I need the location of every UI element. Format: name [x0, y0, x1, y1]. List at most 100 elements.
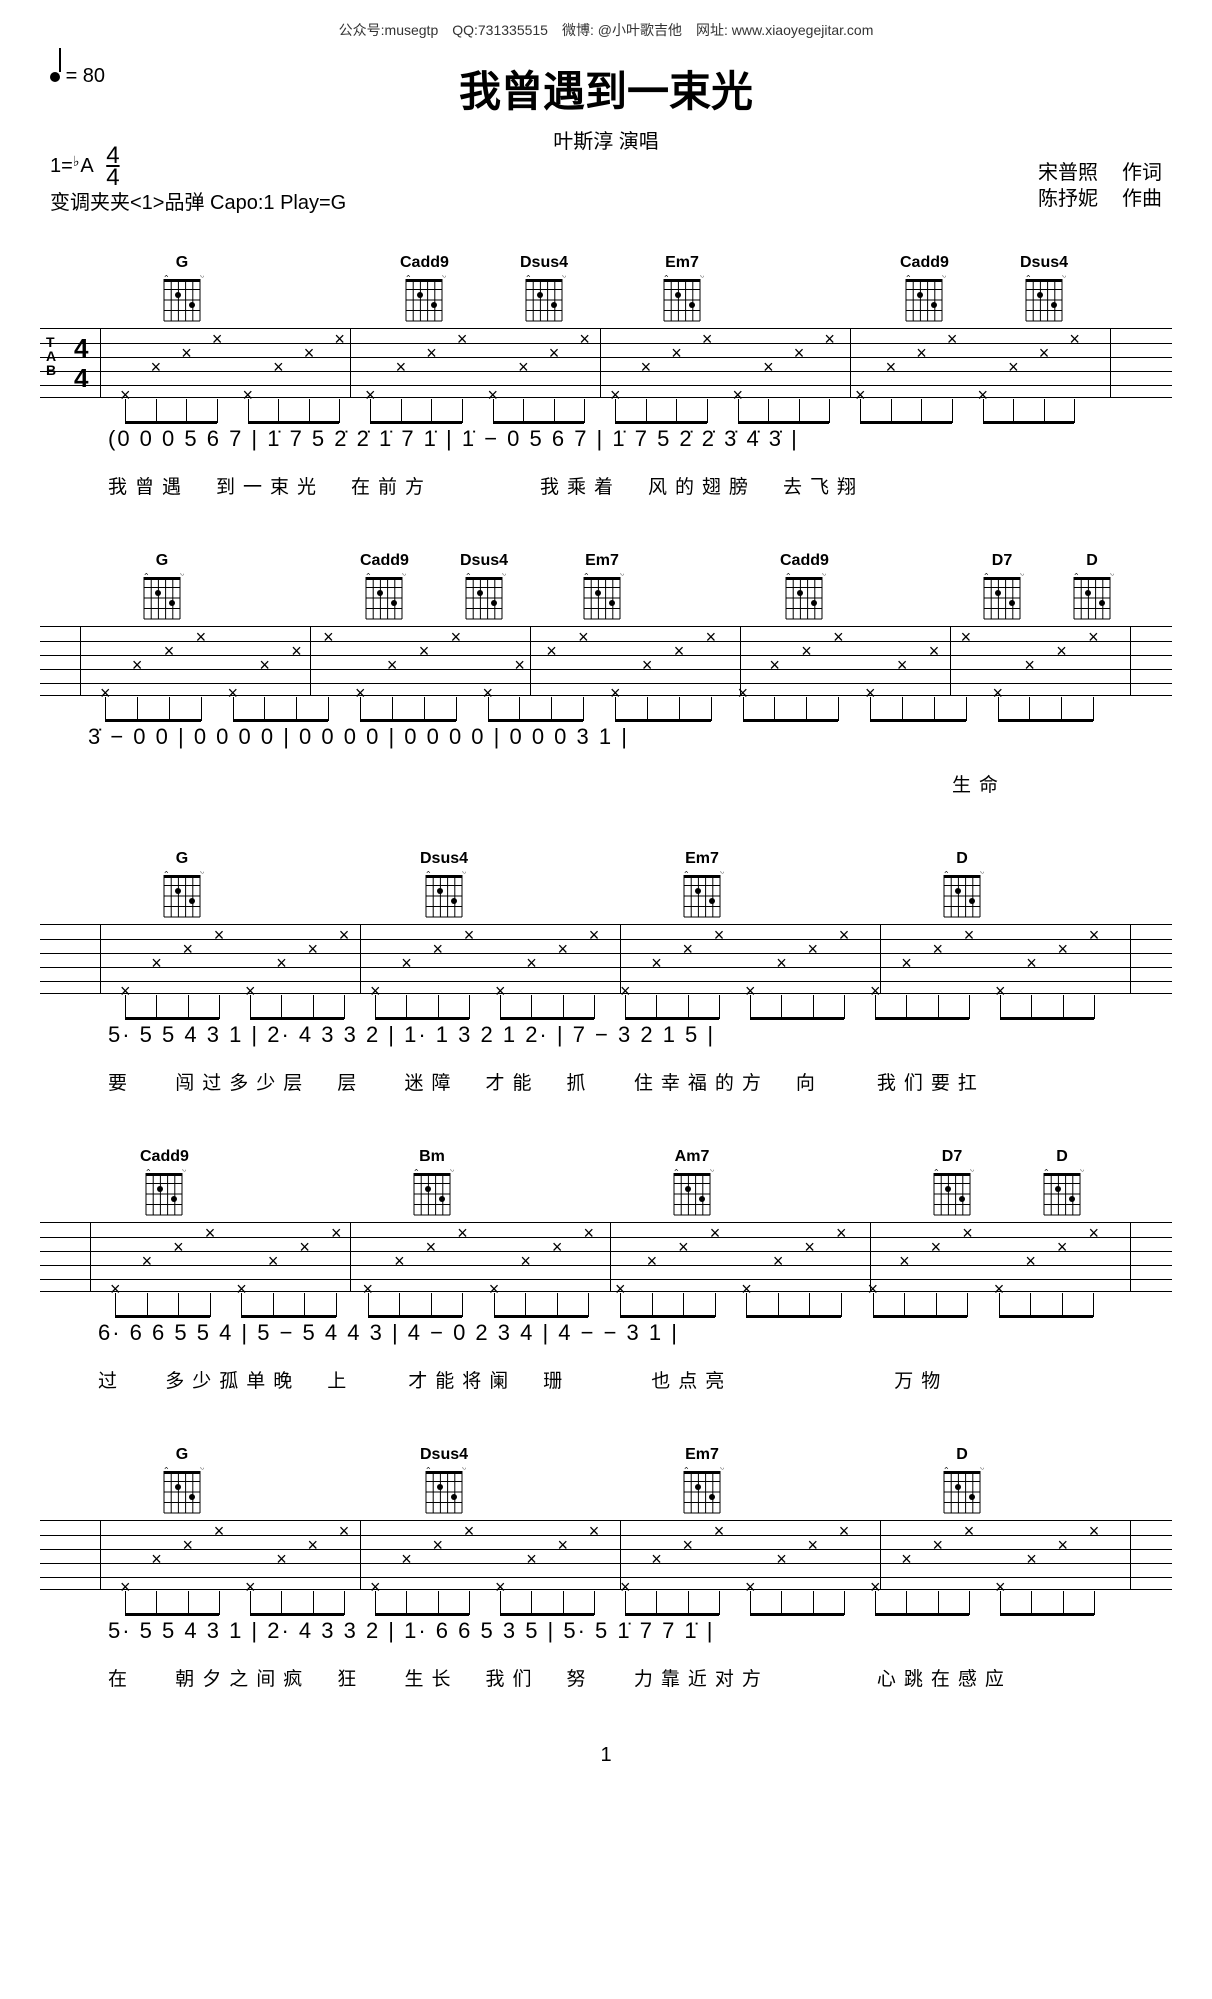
- stem: [743, 697, 744, 721]
- stem: [625, 995, 626, 1019]
- stem: [860, 399, 861, 423]
- svg-text:×: ×: [164, 871, 169, 876]
- tab-staff: [40, 1222, 1172, 1292]
- beam: [873, 1315, 968, 1318]
- chord-diagram: Em7 ×○: [660, 254, 704, 323]
- stem: [588, 1293, 589, 1317]
- chord-grid: ×○: [1070, 573, 1114, 621]
- tab-x-mark: [1008, 357, 1019, 378]
- tab-x-mark: [164, 641, 175, 662]
- stem: [921, 399, 922, 423]
- stem: [938, 1591, 939, 1615]
- stem: [188, 995, 189, 1019]
- stem: [186, 399, 187, 423]
- chord-diagram: D ×○: [1040, 1148, 1084, 1217]
- tab-x-mark: [899, 1251, 910, 1272]
- beam: [746, 1315, 841, 1318]
- svg-text:○: ○: [720, 1467, 724, 1472]
- chord-name: G: [160, 1446, 204, 1464]
- stem: [406, 995, 407, 1019]
- tab-x-mark: [212, 329, 223, 350]
- tab-x-mark: [426, 343, 437, 364]
- chord-name: Cadd9: [140, 1148, 189, 1166]
- tab-x-mark: [651, 953, 662, 974]
- tab-x-mark: [457, 329, 468, 350]
- stem: [1029, 697, 1030, 721]
- tab-x-mark: [339, 1521, 350, 1542]
- stem: [462, 1293, 463, 1317]
- chord-row: G ×○ Cadd9 ×○ Dsus4 ×○ Em7 ×○ Cadd9 ×○ D…: [40, 254, 1172, 324]
- stem: [656, 1591, 657, 1615]
- sheet-music: G ×○ Cadd9 ×○ Dsus4 ×○ Em7 ×○ Cadd9 ×○ D…: [40, 254, 1172, 1694]
- tab-x-mark: [776, 1549, 787, 1570]
- tab-x-mark: [706, 627, 717, 648]
- tab-staff: [40, 1520, 1172, 1590]
- header-info: 公众号:musegtp QQ:731335515 微博: @小叶歌吉他 网址: …: [40, 20, 1172, 40]
- tab-x-mark: [839, 925, 850, 946]
- stem: [368, 1293, 369, 1317]
- stem: [360, 697, 361, 721]
- stem: [679, 697, 680, 721]
- svg-text:○: ○: [200, 871, 204, 876]
- chord-grid: ×○: [1040, 1169, 1084, 1217]
- chord-name: Cadd9: [360, 552, 409, 570]
- tab-label: TAB: [46, 335, 56, 377]
- tab-x-mark: [1058, 1535, 1069, 1556]
- stem: [829, 399, 830, 423]
- svg-text:○: ○: [450, 1169, 454, 1174]
- chord-diagram: Dsus4 ×○: [1020, 254, 1068, 323]
- chord-grid: ×○: [660, 275, 704, 323]
- stem: [554, 399, 555, 423]
- stem: [683, 1293, 684, 1317]
- chord-grid: ×○: [580, 573, 624, 621]
- chord-name: Dsus4: [460, 552, 508, 570]
- stem: [774, 697, 775, 721]
- tab-x-mark: [558, 939, 569, 960]
- chord-diagram: G ×○: [160, 850, 204, 919]
- tab-x-mark: [401, 1549, 412, 1570]
- lyric-row: 过 多少孤单晚 上 才能将阑 珊 也点亮 万物: [40, 1366, 1172, 1396]
- stem: [615, 399, 616, 423]
- stem: [494, 1293, 495, 1317]
- tab-x-mark: [132, 655, 143, 676]
- tab-x-mark: [964, 1521, 975, 1542]
- stem: [715, 1293, 716, 1317]
- stem: [201, 697, 202, 721]
- svg-text:×: ×: [406, 275, 411, 280]
- svg-text:×: ×: [684, 871, 689, 876]
- stem: [431, 399, 432, 423]
- chord-name: Am7: [670, 1148, 714, 1166]
- stem: [188, 1591, 189, 1615]
- chord-diagram: Cadd9 ×○: [140, 1148, 189, 1217]
- svg-text:×: ×: [786, 573, 791, 578]
- beam: [615, 719, 711, 722]
- stem: [873, 1293, 874, 1317]
- chord-grid: ×○: [140, 573, 184, 621]
- svg-text:○: ○: [720, 871, 724, 876]
- chord-name: D7: [980, 552, 1024, 570]
- stem: [806, 697, 807, 721]
- stem: [531, 1591, 532, 1615]
- key-prefix: 1=: [50, 155, 73, 177]
- lyrics: 要 闯过多少层 层 迷障 才能 抓 住幸福的方 向 我们要扛: [108, 1068, 985, 1095]
- stem: [844, 995, 845, 1019]
- svg-text:×: ×: [466, 573, 471, 578]
- tab-x-mark: [683, 1535, 694, 1556]
- chord-grid: ×○: [422, 871, 466, 919]
- lyrics: 生命: [88, 770, 1006, 797]
- stem: [719, 1591, 720, 1615]
- svg-text:○: ○: [462, 871, 466, 876]
- tab-x-mark: [214, 925, 225, 946]
- stem: [711, 697, 712, 721]
- stem: [469, 995, 470, 1019]
- tab-x-mark: [671, 343, 682, 364]
- stem: [1000, 995, 1001, 1019]
- stem: [906, 1591, 907, 1615]
- beam: [125, 1613, 219, 1616]
- tab-x-mark: [931, 1237, 942, 1258]
- tab-x-mark: [151, 357, 162, 378]
- chord-diagram: Cadd9 ×○: [780, 552, 829, 621]
- svg-text:×: ×: [1044, 1169, 1049, 1174]
- tab-x-mark: [151, 1549, 162, 1570]
- svg-text:×: ×: [934, 1169, 939, 1174]
